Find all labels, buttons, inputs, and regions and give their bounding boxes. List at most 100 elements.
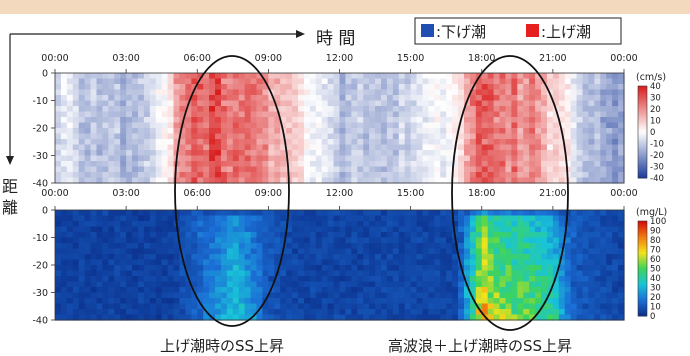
heatmap-cell: [286, 221, 293, 228]
heatmap-cell: [274, 254, 281, 261]
heatmap-cell: [546, 248, 554, 255]
heatmap-cell: [60, 177, 68, 184]
heatmap-cell: [422, 161, 430, 168]
heatmap-cell: [226, 243, 234, 250]
heatmap-cell: [120, 314, 127, 321]
heatmap-cell: [357, 259, 364, 266]
heatmap-cell: [292, 133, 299, 140]
heatmap-cell: [143, 215, 151, 222]
heatmap-cell: [588, 106, 595, 113]
heatmap-cell: [72, 155, 80, 162]
heatmap-cell: [511, 117, 518, 124]
heatmap-cell: [339, 100, 347, 107]
heatmap-cell: [149, 166, 157, 173]
heatmap-cell: [262, 144, 269, 151]
heatmap-cell: [286, 111, 293, 118]
heatmap-cell: [600, 287, 607, 294]
heatmap-cell: [250, 78, 258, 85]
heatmap-cell: [351, 303, 358, 310]
heatmap-cell: [392, 303, 400, 310]
heatmap-cell: [612, 309, 619, 316]
heatmap-cell: [167, 84, 175, 91]
heatmap-cell: [369, 232, 376, 239]
heatmap-cell: [375, 221, 382, 228]
heatmap-cell: [149, 314, 157, 321]
heatmap-cell: [369, 150, 376, 157]
colorbar-segment: [638, 304, 647, 308]
heatmap-cell: [108, 133, 115, 140]
heatmap-cell: [286, 298, 293, 305]
heatmap-cell: [582, 298, 590, 305]
heatmap-cell: [612, 106, 619, 113]
heatmap-cell: [209, 106, 216, 113]
heatmap-cell: [618, 309, 625, 316]
heatmap-cell: [173, 172, 181, 179]
heatmap-cell: [564, 232, 572, 239]
heatmap-cell: [440, 248, 447, 255]
heatmap-cell: [582, 111, 590, 118]
heatmap-cell: [594, 177, 601, 184]
heatmap-cell: [120, 287, 127, 294]
heatmap-cell: [197, 314, 204, 321]
heatmap-cell: [250, 117, 258, 124]
x-tick-label: 09:00: [255, 53, 282, 64]
heatmap-cell: [363, 100, 370, 107]
heatmap-cell: [452, 172, 459, 179]
heatmap-cell: [215, 139, 222, 146]
heatmap-cell: [386, 172, 394, 179]
heatmap-cell: [339, 139, 347, 146]
colorbar-tick-label: 40: [650, 82, 661, 92]
colorbar-tick-label: 30: [650, 284, 661, 294]
heatmap-cell: [398, 276, 406, 283]
heatmap-cell: [582, 314, 590, 321]
heatmap-cell: [96, 215, 104, 222]
heatmap-cell: [232, 89, 240, 96]
heatmap-cell: [298, 210, 305, 217]
heatmap-cell: [209, 100, 216, 107]
heatmap-cell: [582, 95, 590, 102]
heatmap-cell: [321, 221, 329, 228]
heatmap-cell: [244, 298, 252, 305]
heatmap-cell: [529, 232, 536, 239]
heatmap-cell: [220, 122, 228, 129]
heatmap-cell: [149, 155, 157, 162]
heatmap-cell: [96, 276, 104, 283]
heatmap-cell: [469, 155, 477, 162]
heatmap-cell: [238, 78, 246, 85]
heatmap-cell: [167, 237, 175, 244]
heatmap-cell: [392, 292, 400, 299]
heatmap-cell: [220, 150, 228, 157]
heatmap-cell: [173, 259, 181, 266]
heatmap-cell: [102, 111, 109, 118]
heatmap-cell: [416, 177, 424, 184]
heatmap-cell: [339, 84, 347, 91]
heatmap-cell: [220, 221, 228, 228]
heatmap-cell: [72, 122, 80, 129]
heatmap-cell: [493, 133, 501, 140]
heatmap-cell: [72, 133, 80, 140]
heatmap-cell: [416, 226, 424, 233]
heatmap-cell: [126, 248, 133, 255]
heatmap-cell: [481, 298, 489, 305]
heatmap-cell: [339, 161, 347, 168]
heatmap-cell: [511, 106, 518, 113]
heatmap-cell: [594, 314, 601, 321]
heatmap-cell: [238, 161, 246, 168]
heatmap-cell: [149, 150, 157, 157]
heatmap-cell: [523, 139, 530, 146]
heatmap-cell: [434, 226, 441, 233]
heatmap-cell: [618, 161, 625, 168]
heatmap-cell: [203, 172, 210, 179]
heatmap-cell: [298, 248, 305, 255]
heatmap-cell: [108, 150, 115, 157]
heatmap-cell: [179, 128, 186, 135]
heatmap-cell: [244, 106, 252, 113]
heatmap-cell: [280, 281, 287, 288]
heatmap-cell: [321, 100, 329, 107]
heatmap-cell: [410, 89, 418, 96]
heatmap-cell: [440, 243, 447, 250]
heatmap-cell: [78, 232, 86, 239]
heatmap-cell: [511, 292, 518, 299]
heatmap-cell: [232, 172, 240, 179]
heatmap-cell: [66, 248, 74, 255]
